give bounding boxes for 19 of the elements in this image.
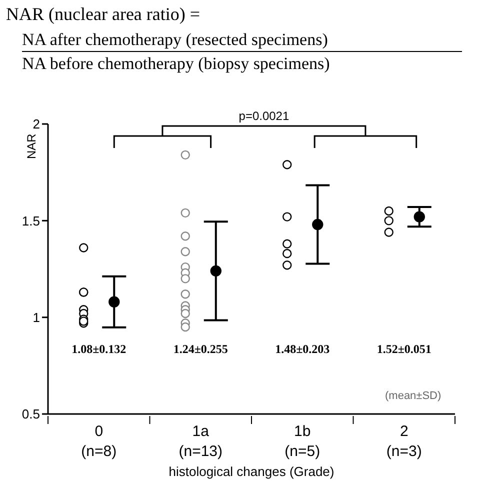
- annotation: 1.24±0.255: [172, 342, 229, 357]
- y-tick-label: 1: [32, 310, 40, 325]
- annotation: (mean±SD): [385, 390, 442, 402]
- y-tick-label: 0.5: [22, 406, 40, 422]
- x-tick-label: 2 (n=3): [386, 423, 422, 460]
- x-tick-label: 1a (n=13): [178, 423, 223, 460]
- text: NA after chemotherapy (resected specimens): [22, 30, 462, 52]
- annotation: 1.08±0.132: [70, 342, 128, 357]
- text: NA before chemotherapy (biopsy specimens): [22, 54, 330, 74]
- y-tick-label: 1.5: [22, 213, 40, 228]
- y-axis-title: NAR: [24, 133, 39, 159]
- y-tick-label: 2: [32, 116, 40, 132]
- annotation: 1.52±0.051: [376, 342, 432, 357]
- chart-title: NAR (nuclear area ratio) =: [6, 4, 200, 25]
- x-tick-label: 0 (n=8): [81, 423, 117, 460]
- x-axis-title: histological changes (Grade): [168, 464, 334, 479]
- text: p=0.0021: [238, 109, 290, 123]
- annotation: 1.48±0.203: [274, 342, 331, 357]
- x-tick-label: 1b (n=5): [284, 423, 320, 460]
